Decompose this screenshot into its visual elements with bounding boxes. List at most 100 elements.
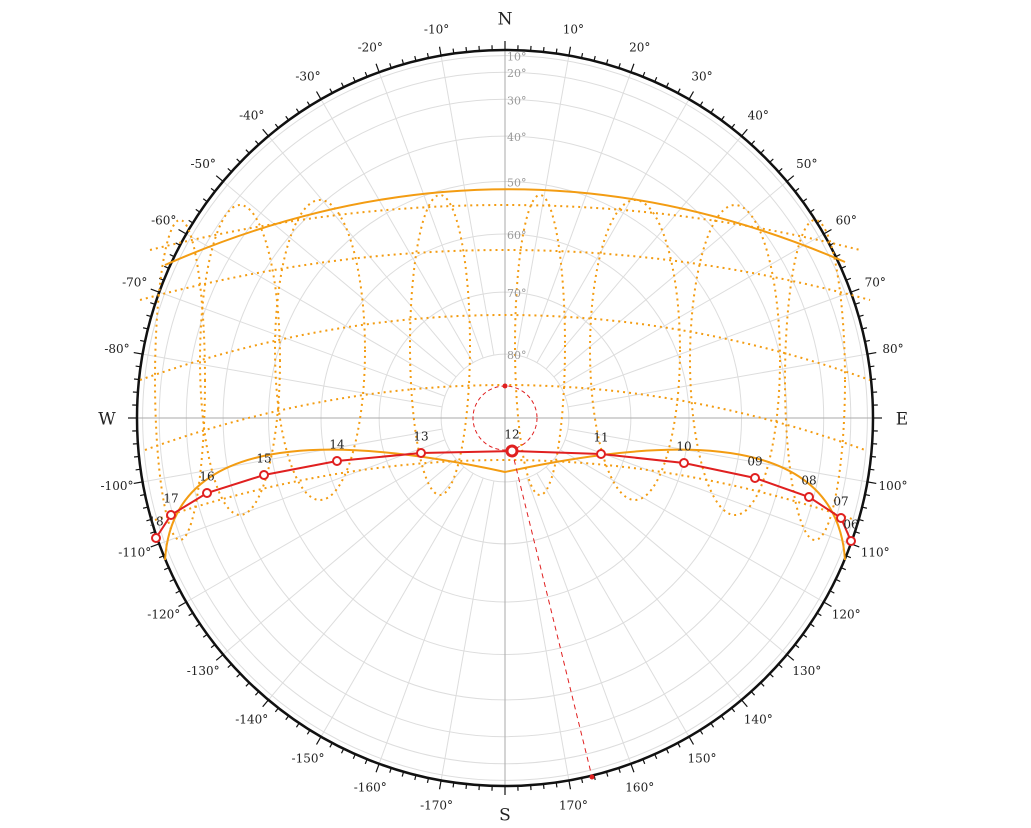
tick [618, 767, 621, 773]
tick [823, 601, 832, 608]
tick [135, 365, 141, 368]
tick [840, 567, 846, 571]
azimuth-line [222, 458, 457, 655]
azimuth-line [378, 72, 484, 359]
tick [202, 633, 208, 638]
dotted-arc [149, 204, 861, 251]
tick [618, 63, 621, 69]
tick [858, 314, 864, 318]
azimuth-line [159, 439, 446, 545]
tick [465, 783, 468, 790]
tick [580, 53, 584, 59]
tick [760, 149, 765, 154]
altitude-label: 60° [507, 229, 527, 242]
azimuth-line [159, 291, 446, 397]
tick [580, 777, 584, 783]
tick [195, 208, 201, 213]
tick [710, 722, 715, 728]
tick [140, 493, 146, 497]
azimuth-line [186, 449, 450, 603]
tick [699, 729, 704, 735]
tick [465, 46, 468, 53]
tick [568, 780, 572, 790]
azimuth-label: -120° [147, 608, 180, 622]
tick [133, 351, 143, 355]
hour-point [202, 488, 212, 498]
altitude-label: 80° [507, 349, 527, 362]
azimuth-label: -170° [420, 799, 453, 813]
tick [414, 774, 417, 781]
hour-label: 15 [256, 452, 271, 466]
hour-label: 09 [747, 455, 762, 469]
azimuth-label: -100° [101, 479, 134, 493]
tick [778, 663, 783, 669]
azimuth-line [268, 135, 465, 370]
dotted-lens [154, 219, 206, 541]
tick [809, 623, 815, 628]
tick [438, 46, 442, 56]
azimuth-line [186, 233, 450, 387]
tick [802, 633, 808, 638]
tick [720, 715, 725, 721]
hour-label: 07 [833, 495, 848, 509]
azimuth-label: 100° [879, 479, 908, 493]
altitude-label: 20° [507, 67, 527, 80]
hour-point [259, 470, 269, 480]
tick [389, 767, 392, 773]
tick [555, 782, 558, 788]
hour-label: 08 [801, 474, 816, 488]
tick [315, 736, 322, 745]
tick [164, 567, 170, 571]
tick [315, 91, 322, 100]
hour-label: 10 [676, 440, 691, 454]
tick [169, 253, 175, 258]
tick [665, 748, 670, 754]
hour-point [804, 492, 814, 502]
dotted-lens [199, 204, 281, 516]
tick [150, 531, 156, 534]
azimuth-line [222, 181, 457, 378]
tick [175, 590, 181, 594]
azimuth-label: 140° [744, 712, 773, 726]
azimuth-label: -30° [295, 69, 320, 83]
tick [329, 88, 333, 94]
altitude-label: 70° [507, 287, 527, 300]
azimuth-label: 160° [625, 781, 654, 795]
dotted-arc [139, 314, 871, 381]
tick [364, 758, 368, 765]
tick [142, 506, 149, 509]
tick [869, 365, 875, 368]
altitude-label: 30° [507, 94, 527, 107]
tick [750, 140, 756, 145]
hour-point [505, 444, 519, 458]
tick [215, 175, 224, 182]
hour-label: 11 [593, 431, 608, 445]
tick [630, 763, 635, 773]
tick [699, 101, 704, 107]
azimuth-line [564, 291, 851, 397]
hour-label: 14 [329, 438, 345, 452]
tick [195, 623, 201, 628]
tick [861, 506, 868, 509]
azimuth-line [560, 233, 824, 387]
tick [845, 555, 852, 559]
tick [140, 339, 146, 343]
tick [654, 77, 658, 83]
tick [677, 742, 681, 748]
compass-west: W [98, 410, 116, 430]
tick [720, 115, 725, 121]
hour-label: 12 [504, 428, 519, 442]
azimuth-line [142, 353, 443, 408]
tick [794, 187, 800, 192]
tick [568, 46, 572, 56]
hour-point [151, 533, 161, 543]
hour-label: 17 [163, 492, 178, 506]
hour-point [679, 458, 689, 468]
tick [845, 277, 852, 281]
tick [164, 265, 170, 269]
envelope-lower [164, 448, 846, 561]
tick [329, 742, 333, 748]
tick [352, 77, 356, 83]
tick [850, 288, 860, 293]
tick [688, 91, 695, 100]
